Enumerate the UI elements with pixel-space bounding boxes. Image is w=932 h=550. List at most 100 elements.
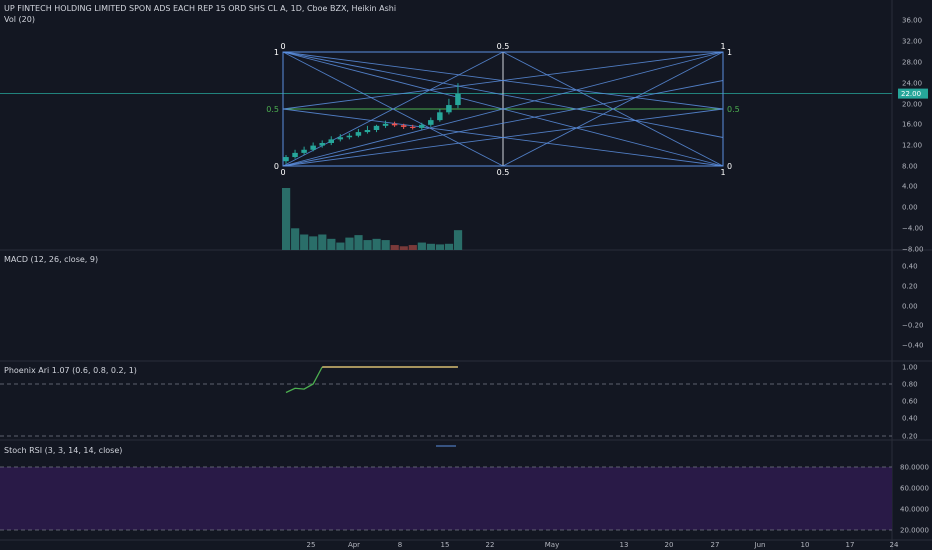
volume-bar bbox=[426, 243, 435, 250]
macd-tick-label: 0.40 bbox=[902, 263, 918, 271]
gann-top-label: 0 bbox=[280, 42, 285, 51]
volume-bar bbox=[399, 246, 408, 250]
phoenix-tick-label: 1.00 bbox=[902, 364, 918, 372]
volume-bar bbox=[318, 234, 327, 250]
stoch-tick-label: 40.0000 bbox=[900, 506, 929, 514]
volume-bar bbox=[345, 237, 354, 250]
candle-body bbox=[310, 145, 316, 150]
gann-fan-line bbox=[502, 51, 724, 167]
candle-body bbox=[382, 123, 389, 126]
gann-left-label: 0.5 bbox=[266, 105, 279, 114]
macd-tick-label: 0.20 bbox=[902, 283, 918, 291]
phoenix-tick-label: 0.40 bbox=[902, 415, 918, 423]
macd-tick-label: −0.40 bbox=[902, 342, 923, 350]
gann-box[interactable] bbox=[282, 51, 724, 167]
current-price-label: 22.00 bbox=[901, 90, 921, 98]
volume-bar bbox=[408, 245, 417, 250]
time-tick-label: 27 bbox=[711, 541, 720, 549]
volume-bar bbox=[390, 245, 399, 250]
macd-label[interactable]: MACD (12, 26, close, 9) bbox=[4, 255, 99, 264]
stoch-band bbox=[0, 467, 892, 530]
phoenix-tick-label: 0.60 bbox=[902, 398, 918, 406]
time-tick-label: 17 bbox=[846, 541, 855, 549]
candle-body bbox=[292, 152, 298, 158]
phoenix-label[interactable]: Phoenix Ari 1.07 (0.6, 0.8, 0.2, 1) bbox=[4, 366, 137, 375]
candle-body bbox=[391, 123, 398, 126]
candle-body bbox=[301, 149, 307, 153]
volume-bar bbox=[282, 188, 291, 250]
stoch-rsi-pane bbox=[0, 445, 892, 531]
price-tick-label: 0.00 bbox=[902, 204, 918, 212]
volume-bar bbox=[435, 244, 445, 250]
volume-bar bbox=[327, 238, 336, 250]
candle-body bbox=[446, 105, 452, 113]
price-tick-label: 4.00 bbox=[902, 183, 918, 191]
volume-bar bbox=[372, 238, 381, 250]
gann-bottom-label: 0 bbox=[280, 168, 285, 177]
gann-right-label: 0.5 bbox=[727, 105, 740, 114]
candle-body bbox=[319, 143, 325, 146]
price-axes[interactable]: 36.00 32.00 28.00 24.00 20.00 16.00 12.00 8.00 4… bbox=[898, 17, 929, 535]
gann-right-label: 0 bbox=[727, 162, 732, 171]
stoch-tick-label: 20.0000 bbox=[900, 527, 929, 535]
macd-tick-label: 0.00 bbox=[902, 303, 918, 311]
gann-left-label: 1 bbox=[274, 48, 279, 57]
time-tick-label: 10 bbox=[801, 541, 810, 549]
price-tick-label: 36.00 bbox=[902, 17, 922, 25]
volume-bar bbox=[354, 235, 363, 250]
time-tick-label: May bbox=[545, 541, 559, 549]
candle-body bbox=[373, 125, 380, 130]
phoenix-tick-label: 0.80 bbox=[902, 381, 918, 389]
symbol-title[interactable]: UP FINTECH HOLDING LIMITED SPON ADS EACH… bbox=[4, 4, 397, 13]
candle-body bbox=[409, 126, 416, 128]
gann-fan-line bbox=[282, 108, 724, 167]
phoenix-indicator bbox=[0, 366, 892, 437]
time-tick-label: Apr bbox=[348, 541, 360, 549]
volume-bar bbox=[336, 242, 345, 250]
candle-body bbox=[283, 157, 289, 162]
volume-bar bbox=[453, 230, 463, 250]
candle-body bbox=[328, 139, 334, 143]
price-tick-label: −4.00 bbox=[902, 225, 923, 233]
price-tick-label: 32.00 bbox=[902, 38, 922, 46]
price-tick-label: 28.00 bbox=[902, 59, 922, 67]
stoch-label[interactable]: Stoch RSI (3, 3, 14, 14, close) bbox=[4, 446, 123, 455]
price-tick-label: 8.00 bbox=[902, 163, 918, 171]
price-tick-label: −8.00 bbox=[902, 246, 923, 254]
time-tick-label: 24 bbox=[890, 541, 899, 549]
time-tick-label: 20 bbox=[665, 541, 674, 549]
price-tick-label: 16.00 bbox=[902, 121, 922, 129]
candle-body bbox=[437, 112, 443, 121]
candle-body bbox=[337, 137, 344, 140]
volume-bar bbox=[309, 236, 318, 250]
volume-bar bbox=[444, 243, 454, 250]
volume-bar bbox=[300, 234, 309, 250]
volume-bar bbox=[381, 240, 390, 250]
phoenix-tick-label: 0.20 bbox=[902, 433, 918, 441]
gann-fan-line bbox=[282, 80, 724, 167]
time-axis[interactable]: 25 Apr 8 15 22 May 13 20 27 Jun 10 17 24 bbox=[307, 541, 899, 549]
gann-top-label: 1 bbox=[720, 42, 725, 51]
gann-top-label: 0.5 bbox=[497, 42, 510, 51]
candle-body bbox=[400, 125, 407, 127]
gann-right-label: 1 bbox=[727, 48, 732, 57]
candle-body bbox=[419, 124, 425, 128]
volume-bar bbox=[291, 228, 300, 250]
phoenix-green-line bbox=[285, 366, 323, 394]
time-tick-label: 15 bbox=[441, 541, 450, 549]
gann-fan-line bbox=[282, 51, 724, 138]
candle-body bbox=[346, 135, 353, 138]
volume-bars bbox=[282, 188, 463, 250]
gann-bottom-label: 0.5 bbox=[497, 168, 510, 177]
volume-label[interactable]: Vol (20) bbox=[4, 15, 35, 24]
price-tick-label: 12.00 bbox=[902, 142, 922, 150]
time-tick-label: 22 bbox=[486, 541, 495, 549]
current-price-badge bbox=[898, 88, 928, 99]
time-tick-label: Jun bbox=[754, 541, 766, 549]
stoch-tick-label: 80.0000 bbox=[900, 464, 929, 472]
gann-fan-line bbox=[282, 51, 724, 167]
stoch-tick-label: 60.0000 bbox=[900, 485, 929, 493]
